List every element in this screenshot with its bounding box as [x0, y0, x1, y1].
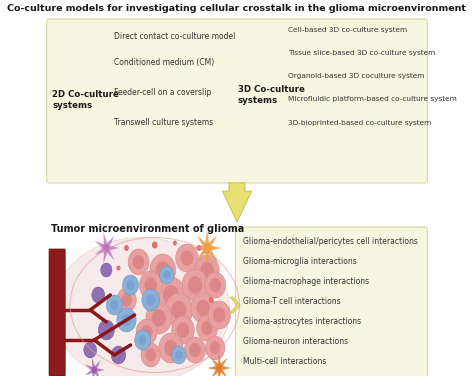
Circle shape: [121, 293, 132, 306]
Circle shape: [146, 302, 172, 334]
Circle shape: [139, 271, 162, 299]
Circle shape: [203, 243, 211, 253]
Circle shape: [163, 285, 179, 305]
Text: Organoid-based 3D coculture system: Organoid-based 3D coculture system: [288, 73, 424, 79]
Circle shape: [111, 346, 126, 364]
Circle shape: [152, 241, 157, 249]
Text: Glioma-T cell interactions: Glioma-T cell interactions: [244, 297, 341, 306]
Circle shape: [110, 300, 118, 310]
Circle shape: [195, 255, 219, 285]
Circle shape: [117, 308, 136, 332]
Circle shape: [91, 367, 97, 373]
Circle shape: [172, 301, 186, 319]
Text: Conditioned medium (CM): Conditioned medium (CM): [114, 58, 215, 67]
Text: Transwell culture systems: Transwell culture systems: [114, 118, 213, 127]
Circle shape: [155, 261, 170, 279]
Circle shape: [201, 262, 214, 278]
Polygon shape: [95, 232, 119, 264]
Circle shape: [124, 245, 129, 251]
Circle shape: [141, 343, 160, 367]
Circle shape: [189, 343, 201, 357]
Circle shape: [138, 335, 146, 345]
Text: Multi-cell interactions: Multi-cell interactions: [244, 357, 327, 366]
Circle shape: [100, 263, 112, 277]
Circle shape: [172, 346, 186, 364]
Circle shape: [213, 307, 226, 323]
Circle shape: [84, 342, 97, 358]
Text: Feeder-cell on a coverslip: Feeder-cell on a coverslip: [114, 88, 212, 97]
Polygon shape: [85, 357, 105, 376]
Circle shape: [141, 325, 153, 339]
Text: Glioma-endothelial/pericytes cell interactions: Glioma-endothelial/pericytes cell intera…: [244, 237, 419, 246]
Circle shape: [136, 319, 157, 345]
Circle shape: [176, 244, 198, 272]
Ellipse shape: [52, 238, 230, 376]
Circle shape: [205, 272, 226, 298]
Circle shape: [133, 255, 145, 269]
Circle shape: [216, 364, 222, 372]
Circle shape: [159, 333, 183, 363]
Text: Tissue slice-based 3D co-culture system: Tissue slice-based 3D co-culture system: [288, 50, 435, 56]
Circle shape: [191, 293, 215, 323]
Circle shape: [146, 349, 156, 362]
FancyBboxPatch shape: [236, 227, 428, 376]
Text: 2D Co-culture
systems: 2D Co-culture systems: [52, 89, 119, 111]
Circle shape: [209, 297, 214, 303]
Circle shape: [92, 287, 105, 303]
Circle shape: [182, 269, 208, 301]
Circle shape: [210, 278, 221, 292]
Circle shape: [196, 300, 210, 316]
Circle shape: [184, 337, 206, 363]
Text: Microfluidic platform-based co-culture system: Microfluidic platform-based co-culture s…: [288, 96, 456, 102]
Circle shape: [122, 314, 131, 326]
Circle shape: [197, 245, 201, 251]
Circle shape: [177, 322, 189, 338]
Circle shape: [117, 265, 120, 270]
Polygon shape: [192, 230, 222, 266]
Text: Cell-based 3D co-culture system: Cell-based 3D co-culture system: [288, 27, 407, 33]
Circle shape: [173, 241, 177, 246]
Circle shape: [201, 321, 213, 335]
Circle shape: [103, 244, 109, 252]
Circle shape: [135, 330, 151, 350]
Polygon shape: [230, 297, 240, 313]
Text: Glioma-astrocytes interactions: Glioma-astrocytes interactions: [244, 317, 362, 326]
Circle shape: [127, 280, 135, 290]
Text: Glioma-macrophage interactions: Glioma-macrophage interactions: [244, 277, 370, 286]
Circle shape: [145, 277, 157, 293]
Circle shape: [172, 316, 194, 344]
Circle shape: [163, 270, 171, 279]
Circle shape: [128, 249, 149, 275]
Circle shape: [210, 341, 220, 355]
Polygon shape: [207, 353, 231, 376]
Circle shape: [181, 250, 193, 266]
Circle shape: [164, 340, 177, 356]
Circle shape: [156, 277, 185, 313]
Circle shape: [152, 309, 166, 327]
Circle shape: [188, 276, 202, 294]
Circle shape: [175, 350, 182, 359]
Circle shape: [122, 275, 138, 295]
Text: Glioma-neuron interactions: Glioma-neuron interactions: [244, 337, 348, 346]
FancyBboxPatch shape: [49, 249, 65, 376]
Polygon shape: [222, 183, 252, 222]
Circle shape: [197, 315, 218, 341]
Circle shape: [98, 320, 114, 340]
Circle shape: [160, 266, 174, 284]
Circle shape: [142, 289, 160, 311]
Text: Tumor microenvironment of glioma: Tumor microenvironment of glioma: [51, 224, 244, 234]
Text: Direct contact co-culture model: Direct contact co-culture model: [114, 32, 236, 41]
Text: 3D-bioprinted-based co-culture system: 3D-bioprinted-based co-culture system: [288, 120, 431, 126]
FancyBboxPatch shape: [46, 19, 428, 183]
Circle shape: [117, 288, 136, 312]
Text: Co-culture models for investigating cellular crosstalk in the glioma microenviro: Co-culture models for investigating cell…: [8, 4, 466, 13]
Text: Glioma-microglia interactions: Glioma-microglia interactions: [244, 257, 357, 266]
Circle shape: [106, 295, 122, 315]
Circle shape: [208, 301, 230, 329]
Text: 3D Co-culture
systems: 3D Co-culture systems: [238, 85, 305, 105]
Circle shape: [206, 336, 225, 360]
Circle shape: [146, 294, 155, 305]
Circle shape: [150, 254, 176, 286]
Circle shape: [165, 293, 192, 327]
